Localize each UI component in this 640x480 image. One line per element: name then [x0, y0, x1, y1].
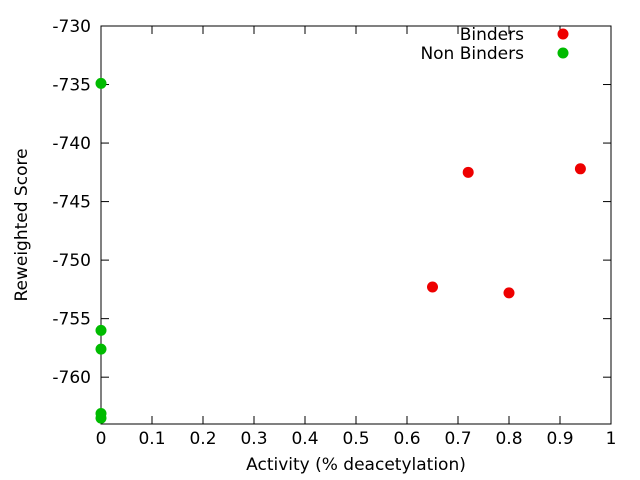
y-tick-label: -755	[52, 310, 91, 330]
x-tick-label: 0.1	[138, 429, 165, 449]
x-tick-label: 0.7	[444, 429, 471, 449]
y-tick-label: -750	[52, 251, 91, 271]
x-tick-label: 0.5	[342, 429, 369, 449]
data-point	[95, 343, 107, 355]
x-tick-label: 1	[606, 429, 617, 449]
y-tick-label: -730	[52, 17, 91, 37]
x-tick-label: 0.6	[393, 429, 420, 449]
legend-label: Non Binders	[420, 44, 524, 64]
legend-marker	[557, 47, 569, 59]
series-0	[427, 163, 586, 299]
x-tick-label: 0.9	[546, 429, 573, 449]
data-point	[503, 287, 515, 299]
x-tick-label: 0	[96, 429, 107, 449]
axes	[100, 25, 612, 425]
legend-marker	[557, 28, 569, 40]
data-point	[462, 166, 474, 178]
x-tick-label: 0.4	[291, 429, 318, 449]
data-point	[95, 412, 107, 424]
data-point	[95, 324, 107, 336]
data-points	[95, 77, 586, 424]
series-1	[95, 77, 107, 424]
y-tick-label: -745	[52, 193, 91, 213]
y-axis-title: Reweighted Score	[12, 148, 32, 301]
plot-frame	[100, 25, 612, 425]
data-point	[427, 281, 438, 293]
legend-label: Binders	[460, 25, 524, 45]
data-point	[95, 77, 107, 89]
axis-ticks: 0 0.1 0.2 0.3 0.4 0.5 0.6 0.7 0.8 0.9 1 -730 -735 -74…	[52, 17, 616, 449]
y-tick-label: -760	[52, 368, 91, 388]
data-point	[574, 163, 586, 175]
x-tick-label: 0.3	[240, 429, 267, 449]
x-tick-label: 0.8	[495, 429, 522, 449]
y-tick-label: -735	[52, 76, 91, 96]
x-axis-title: Activity (% deacetylation)	[246, 455, 466, 475]
y-tick-label: -740	[52, 134, 91, 154]
x-tick-label: 0.2	[189, 429, 216, 449]
